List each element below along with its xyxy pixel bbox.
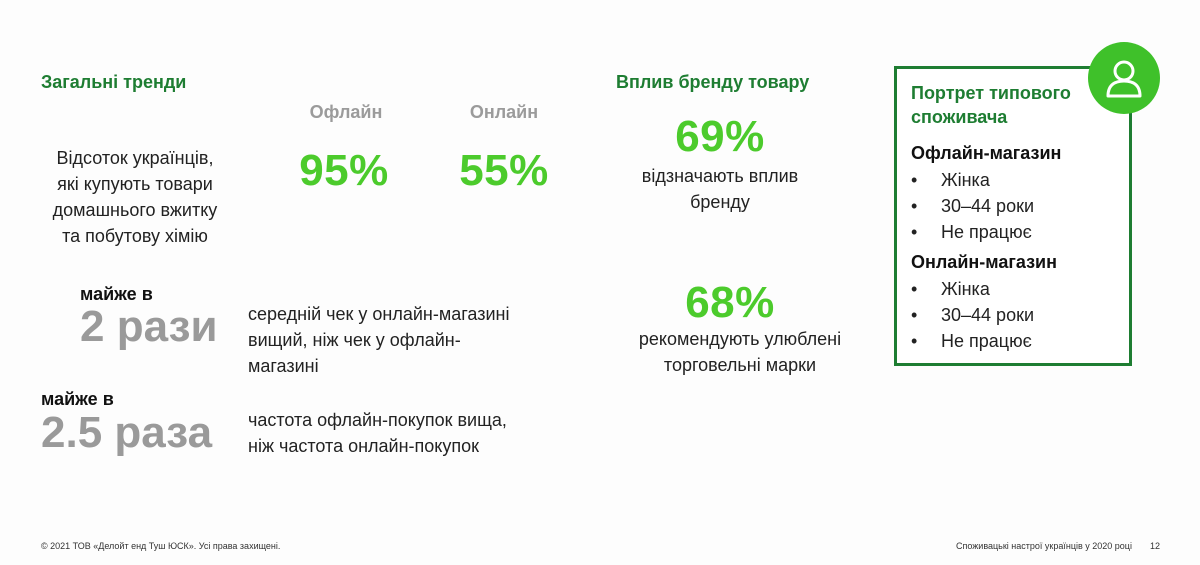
- online-column-label: Онлайн: [469, 102, 539, 122]
- stat1-prefix: майже в: [80, 284, 153, 304]
- brand-influence-percentage: 69%: [675, 112, 765, 161]
- consumer-portrait-box: Портрет типового споживача Офлайн-магази…: [894, 66, 1132, 366]
- description-text: Відсоток українців, які купують товари д…: [52, 148, 218, 246]
- offline-column-label: Офлайн: [309, 102, 383, 122]
- bullet-icon: •: [911, 170, 918, 190]
- online-store-title: Онлайн-магазин: [911, 252, 1057, 272]
- stat1-value: 2 рази: [80, 302, 218, 351]
- offline-percentage: 95%: [299, 146, 389, 195]
- stat2-prefix: майже в: [41, 389, 114, 409]
- bullet-icon: •: [911, 222, 918, 242]
- recommend-percentage: 68%: [685, 278, 775, 327]
- stat2-text: частота офлайн-покупок вища, ніж частота…: [248, 410, 507, 456]
- list-item: • Жінка: [911, 276, 1034, 302]
- list-item: • Жінка: [911, 167, 1034, 193]
- report-title-footer: Споживацькі настрої українців у 2020 роц…: [956, 541, 1132, 551]
- bullet-icon: •: [911, 305, 918, 325]
- recommend-text: рекомендують улюблені торговельні марки: [638, 329, 842, 375]
- brand-influence-text: відзначають вплив бренду: [641, 166, 799, 212]
- list-item: • 30–44 роки: [911, 193, 1034, 219]
- stat2-value: 2.5 раза: [41, 408, 213, 457]
- list-item: • Не працює: [911, 219, 1034, 245]
- offline-store-title: Офлайн-магазин: [911, 143, 1062, 163]
- page-number: 12: [1150, 541, 1161, 551]
- bullet-icon: •: [911, 279, 918, 299]
- brand-influence-heading: Вплив бренду товару: [616, 72, 810, 92]
- user-silhouette-icon: [1106, 60, 1142, 98]
- stat1-text: середній чек у онлайн-магазині вищий, ні…: [248, 304, 510, 376]
- bullet-icon: •: [911, 331, 918, 351]
- user-icon: [1088, 42, 1160, 114]
- copyright-text: © 2021 ТОВ «Делойт енд Туш ЮСК». Усі пра…: [41, 541, 281, 551]
- general-trends-heading: Загальні тренди: [41, 72, 187, 92]
- online-percentage: 55%: [459, 146, 549, 195]
- offline-store-list: • Жінка • 30–44 роки • Не працює: [911, 167, 1034, 245]
- list-item: • 30–44 роки: [911, 302, 1034, 328]
- online-store-list: • Жінка • 30–44 роки • Не працює: [911, 276, 1034, 354]
- bullet-icon: •: [911, 196, 918, 216]
- portrait-title: Портрет типового споживача: [911, 83, 1071, 127]
- list-item: • Не працює: [911, 328, 1034, 354]
